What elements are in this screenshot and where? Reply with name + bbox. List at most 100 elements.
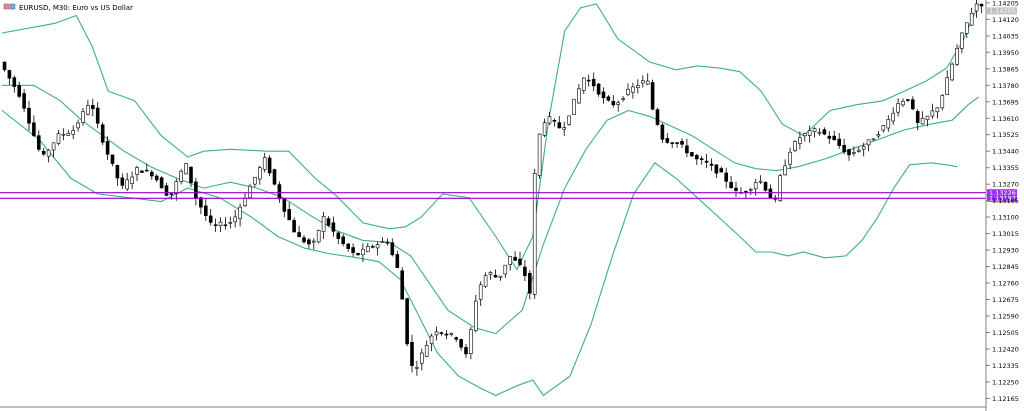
y-tick-label: 1.13440 bbox=[992, 148, 1019, 156]
candle bbox=[257, 165, 262, 185]
candle bbox=[920, 111, 925, 125]
candle bbox=[690, 151, 694, 158]
candle bbox=[812, 127, 817, 138]
candle bbox=[606, 95, 611, 102]
chart-header: EURUSD, M30: Euro vs US Dollar bbox=[3, 3, 133, 12]
y-tick-label: 1.13185 bbox=[992, 197, 1019, 205]
candle bbox=[891, 107, 896, 125]
candle bbox=[174, 178, 179, 201]
y-tick-label: 1.12845 bbox=[992, 263, 1019, 271]
candle bbox=[577, 84, 581, 104]
y-tick-label: 1.13950 bbox=[992, 49, 1019, 57]
candle bbox=[331, 216, 336, 237]
candle bbox=[473, 295, 478, 333]
candle bbox=[694, 153, 699, 165]
candle bbox=[601, 87, 606, 104]
candle bbox=[645, 73, 650, 85]
candle bbox=[361, 243, 365, 262]
bollinger-bands bbox=[1, 3, 980, 397]
y-tick-label: 1.13525 bbox=[992, 131, 1019, 139]
candle bbox=[326, 216, 331, 227]
candle bbox=[71, 125, 75, 140]
candle bbox=[385, 238, 390, 246]
candle bbox=[827, 131, 832, 144]
candle bbox=[763, 181, 768, 192]
candle bbox=[81, 108, 85, 126]
candle bbox=[292, 217, 296, 233]
candle bbox=[856, 146, 861, 153]
candle bbox=[581, 77, 586, 95]
candle bbox=[272, 168, 277, 186]
candle bbox=[302, 235, 306, 244]
y-tick-label: 1.13100 bbox=[992, 214, 1019, 222]
candle bbox=[876, 131, 881, 139]
candle bbox=[513, 251, 517, 261]
candle bbox=[390, 238, 395, 257]
candle bbox=[478, 281, 483, 306]
y-tick-label: 1.13780 bbox=[992, 82, 1019, 90]
y-tick-label: 1.12505 bbox=[992, 329, 1019, 337]
y-tick-label: 1.12930 bbox=[992, 247, 1019, 255]
candle bbox=[930, 103, 935, 119]
candle bbox=[748, 187, 753, 195]
candle bbox=[204, 198, 208, 221]
candle bbox=[861, 142, 866, 157]
candle bbox=[356, 252, 360, 256]
current-price-label: 1.14205 bbox=[989, 7, 1016, 15]
candle bbox=[419, 348, 424, 371]
upper-band-line bbox=[1, 3, 980, 271]
candle bbox=[979, 3, 984, 14]
candle bbox=[621, 96, 625, 102]
candle bbox=[896, 98, 900, 117]
candle bbox=[650, 79, 655, 111]
candle bbox=[567, 115, 571, 126]
candle bbox=[523, 260, 527, 281]
candle bbox=[150, 169, 154, 180]
candle bbox=[871, 138, 876, 141]
candle bbox=[135, 165, 139, 181]
candle bbox=[611, 95, 616, 108]
candle bbox=[626, 83, 630, 97]
candle bbox=[56, 130, 61, 146]
candle bbox=[960, 32, 964, 54]
candle bbox=[66, 129, 71, 137]
candle bbox=[86, 99, 90, 116]
candle bbox=[22, 89, 26, 113]
candle bbox=[95, 102, 100, 129]
candle bbox=[802, 132, 807, 142]
candle bbox=[788, 147, 792, 170]
candle bbox=[36, 130, 41, 152]
candle bbox=[950, 62, 954, 82]
candle bbox=[915, 109, 920, 131]
candle bbox=[46, 148, 51, 163]
candle bbox=[758, 175, 763, 184]
candle bbox=[798, 131, 802, 150]
candle bbox=[370, 244, 375, 249]
candle bbox=[208, 209, 213, 226]
candle bbox=[267, 155, 272, 177]
candle bbox=[586, 74, 591, 87]
candle bbox=[964, 22, 969, 39]
y-tick-label: 1.13355 bbox=[992, 164, 1019, 172]
candle bbox=[395, 250, 400, 269]
candle bbox=[925, 115, 930, 127]
candle bbox=[483, 272, 488, 289]
candle bbox=[297, 225, 301, 238]
price-level-tag bbox=[987, 189, 1017, 197]
candle bbox=[709, 158, 714, 171]
candle bbox=[2, 61, 7, 72]
candle bbox=[76, 119, 80, 132]
candle bbox=[532, 168, 537, 299]
candle bbox=[793, 140, 797, 153]
current-price-tag bbox=[987, 7, 1017, 15]
y-tick-label: 1.13695 bbox=[992, 98, 1019, 106]
y-tick-label: 1.12335 bbox=[992, 362, 1019, 370]
candle bbox=[901, 98, 905, 107]
candle bbox=[704, 154, 709, 168]
candle bbox=[778, 173, 783, 202]
candle bbox=[719, 166, 724, 173]
